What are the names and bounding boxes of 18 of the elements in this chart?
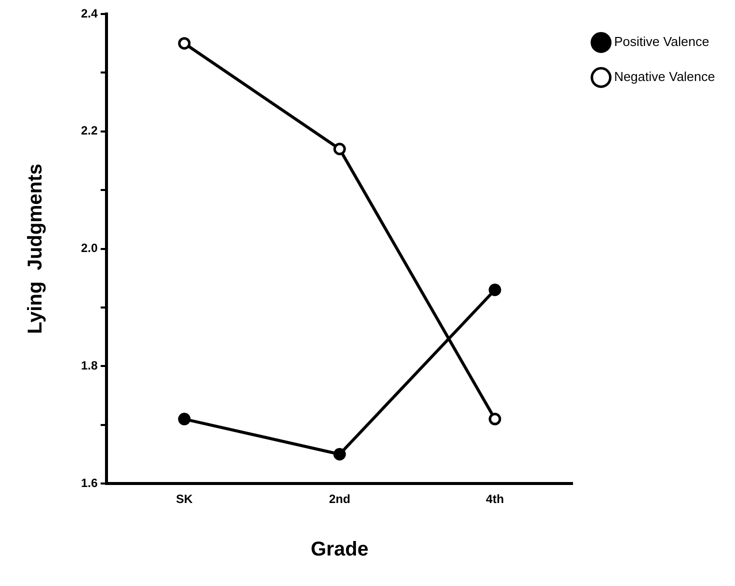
point: [178, 412, 191, 426]
x-tick-label: 4th: [486, 492, 504, 506]
legend-label: Positive Valence: [614, 34, 710, 50]
y-tick-label: 2.0: [80, 241, 98, 256]
y-tick-label: 1.8: [80, 358, 98, 373]
x-tick-label: SK: [176, 492, 193, 506]
point: [488, 412, 502, 426]
x-axis-title: Grade: [310, 538, 369, 561]
legend-label: Negative Valence: [614, 69, 716, 84]
point: [488, 284, 502, 296]
y-axis-title: Lying Judgments: [24, 164, 47, 334]
point: [333, 448, 346, 460]
point: [333, 142, 346, 156]
y-tick-label: 2.4: [80, 6, 98, 20]
y-tick-label: 1.6: [80, 476, 98, 490]
point: [178, 37, 191, 50]
x-tick-label: 2nd: [328, 492, 350, 506]
y-tick-label: 2.2: [80, 124, 98, 138]
